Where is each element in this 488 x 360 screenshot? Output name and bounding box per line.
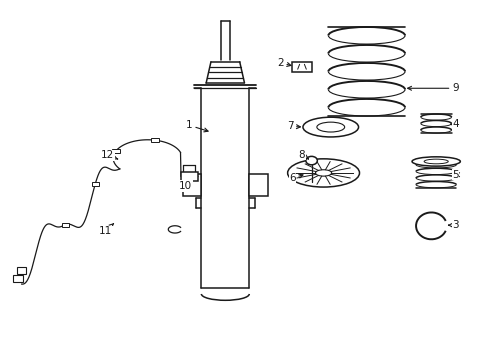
Ellipse shape (303, 117, 358, 137)
FancyBboxPatch shape (249, 174, 267, 195)
FancyBboxPatch shape (292, 62, 311, 72)
Ellipse shape (287, 159, 359, 187)
Text: 2: 2 (277, 58, 290, 68)
Text: 3: 3 (447, 220, 458, 230)
Text: 12: 12 (101, 150, 118, 160)
Text: 4: 4 (450, 119, 458, 129)
Text: 11: 11 (99, 224, 113, 236)
Bar (62, 223, 69, 227)
FancyBboxPatch shape (181, 171, 197, 181)
Bar (13, 275, 22, 282)
Bar (151, 138, 159, 142)
Bar (17, 267, 26, 274)
Text: 1: 1 (186, 120, 208, 132)
Text: 5: 5 (451, 170, 459, 180)
Bar (112, 149, 120, 153)
Bar (92, 182, 99, 186)
Ellipse shape (423, 159, 447, 164)
Ellipse shape (316, 122, 344, 132)
FancyBboxPatch shape (183, 174, 201, 195)
Circle shape (305, 156, 317, 165)
Text: 10: 10 (179, 181, 192, 191)
Text: 9: 9 (407, 83, 458, 93)
Text: 6: 6 (288, 173, 303, 183)
Text: 7: 7 (286, 121, 300, 131)
Ellipse shape (411, 157, 459, 166)
Ellipse shape (315, 170, 331, 176)
Text: 8: 8 (298, 150, 308, 159)
